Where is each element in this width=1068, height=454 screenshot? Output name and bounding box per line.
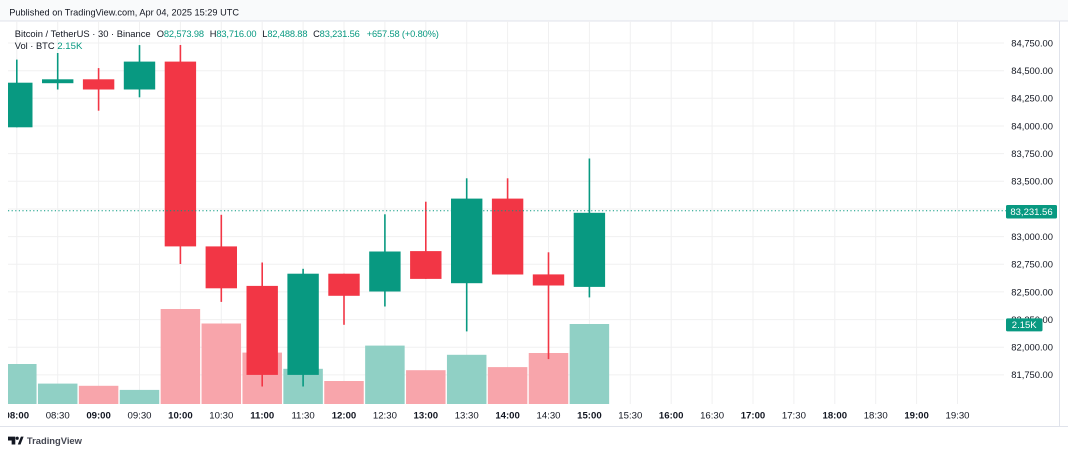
svg-text:2.15K: 2.15K (1012, 320, 1037, 331)
svg-text:H83,716.00: H83,716.00 (210, 29, 257, 39)
svg-text:17:30: 17:30 (782, 411, 806, 422)
svg-text:84,500.00: 84,500.00 (1011, 65, 1053, 76)
svg-text:+657.58 (+0.80%): +657.58 (+0.80%) (367, 29, 439, 39)
svg-text:83,500.00: 83,500.00 (1011, 176, 1053, 187)
svg-text:C83,231.56: C83,231.56 (313, 29, 360, 39)
svg-text:L82,488.88: L82,488.88 (262, 29, 307, 39)
svg-text:Bitcoin / TetherUS · 30 · Bina: Bitcoin / TetherUS · 30 · Binance (15, 28, 151, 39)
svg-text:83,231.56: 83,231.56 (1010, 207, 1052, 218)
svg-text:Published on TradingView.com,: Published on TradingView.com, Apr 04, 20… (9, 7, 239, 17)
svg-text:16:30: 16:30 (700, 411, 724, 422)
svg-text:O82,573.98: O82,573.98 (157, 29, 204, 39)
svg-text:09:30: 09:30 (127, 411, 151, 422)
svg-text:82,500.00: 82,500.00 (1011, 286, 1053, 297)
svg-text:13:00: 13:00 (414, 411, 439, 422)
svg-text:12:30: 12:30 (373, 411, 397, 422)
svg-text:18:00: 18:00 (823, 411, 848, 422)
svg-text:84,250.00: 84,250.00 (1011, 93, 1053, 104)
svg-text:15:30: 15:30 (618, 411, 642, 422)
svg-text:11:00: 11:00 (250, 411, 274, 422)
svg-text:12:00: 12:00 (332, 411, 357, 422)
svg-text:09:00: 09:00 (86, 411, 111, 422)
svg-text:08:00: 08:00 (5, 411, 30, 422)
svg-text:81,750.00: 81,750.00 (1011, 369, 1053, 380)
svg-text:TradingView: TradingView (27, 435, 83, 446)
svg-text:84,000.00: 84,000.00 (1011, 120, 1053, 131)
svg-text:10:30: 10:30 (209, 411, 233, 422)
svg-text:84,750.00: 84,750.00 (1011, 37, 1053, 48)
svg-text:19:00: 19:00 (904, 411, 929, 422)
svg-text:83,750.00: 83,750.00 (1011, 148, 1053, 159)
svg-text:82,000.00: 82,000.00 (1011, 342, 1053, 353)
svg-text:17:00: 17:00 (741, 411, 766, 422)
svg-text:08:30: 08:30 (46, 411, 70, 422)
svg-text:13:30: 13:30 (455, 411, 479, 422)
svg-text:18:30: 18:30 (864, 411, 888, 422)
svg-text:16:00: 16:00 (659, 411, 684, 422)
svg-text:14:00: 14:00 (495, 411, 520, 422)
svg-text:83,000.00: 83,000.00 (1011, 231, 1053, 242)
svg-text:11:30: 11:30 (291, 411, 314, 422)
svg-text:10:00: 10:00 (168, 411, 193, 422)
svg-text:14:30: 14:30 (536, 411, 560, 422)
svg-text:15:00: 15:00 (577, 411, 602, 422)
svg-text:82,750.00: 82,750.00 (1011, 259, 1053, 270)
svg-text:Vol · BTC: Vol · BTC (15, 41, 55, 51)
svg-text:2.15K: 2.15K (57, 41, 83, 52)
svg-text:19:30: 19:30 (945, 411, 969, 422)
